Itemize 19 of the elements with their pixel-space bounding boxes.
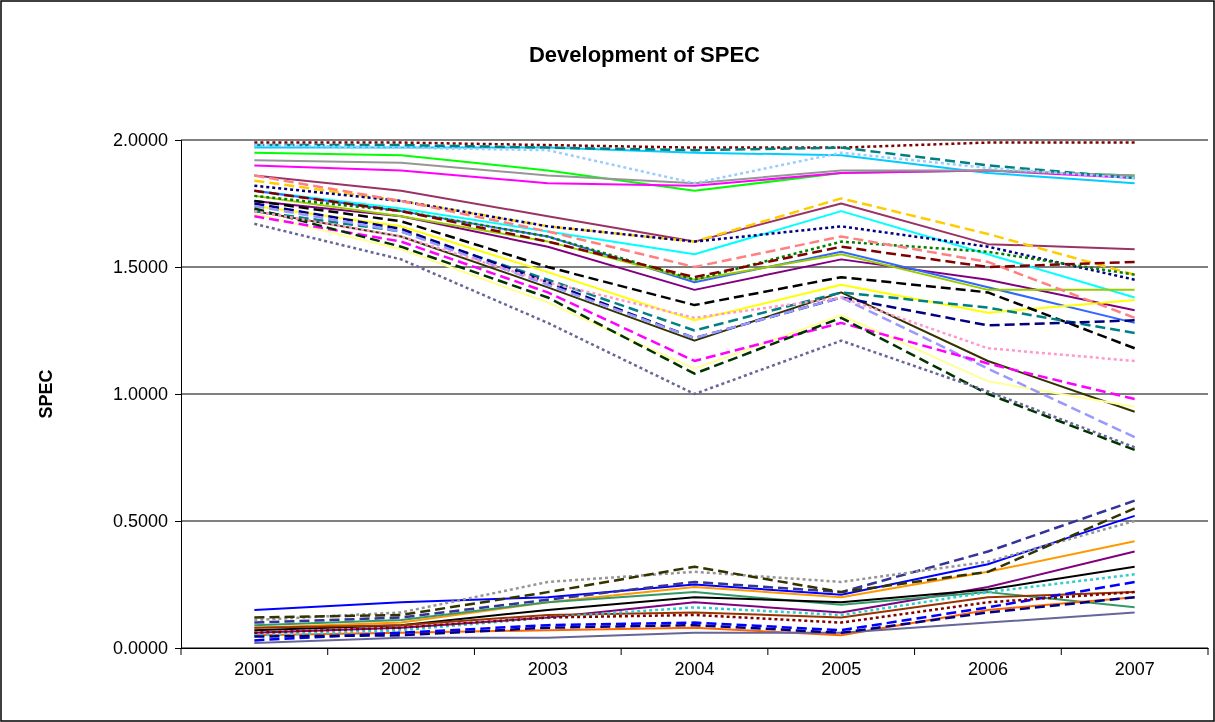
line-series (253, 573, 1136, 637)
x-tick-label: 2007 (1114, 659, 1155, 679)
x-tick-label: 2006 (967, 659, 1008, 679)
y-axis-title: SPEC (36, 369, 56, 419)
x-tick-label: 2001 (234, 659, 275, 679)
y-tick-label: 1.0000 (112, 384, 168, 405)
x-tick-label: 2005 (821, 659, 862, 679)
x-tick-label: 2004 (674, 659, 715, 679)
line-series (253, 611, 1136, 644)
y-tick-label: 0.0000 (112, 638, 168, 659)
y-tick-label: 1.5000 (112, 257, 168, 278)
line-series (253, 580, 1136, 642)
chart-title: Development of SPEC (528, 42, 761, 67)
line-series (253, 565, 1136, 632)
y-tick-label: 0.5000 (112, 511, 168, 532)
x-tick-label: 2003 (527, 659, 568, 679)
line-series (253, 159, 1136, 185)
y-tick-label: 2.0000 (112, 130, 168, 151)
x-tick-label: 2002 (381, 659, 422, 679)
